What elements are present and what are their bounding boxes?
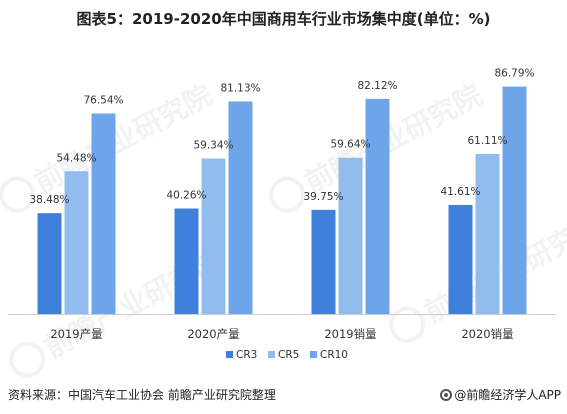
bar-cr10-1 xyxy=(91,113,116,314)
data-label-cr5-3: 59.64% xyxy=(330,139,370,151)
data-label-cr3-4: 41.61% xyxy=(440,186,480,198)
legend-swatch-cr10 xyxy=(310,351,317,358)
data-labels-layer: 38.48% 54.48% 76.54% 40.26% 59.34% 81.13% 39.7… xyxy=(29,68,534,207)
leaf-logo-icon xyxy=(0,176,36,213)
legend-swatch-cr3 xyxy=(226,351,233,358)
bars-layer xyxy=(37,86,527,314)
chart-title: 图表5：2019-2020年中国商用车行业市场集中度(单位：%) xyxy=(76,10,491,28)
brand-credit: @前瞻经济学人APP xyxy=(440,386,561,403)
leaf-logo-icon xyxy=(269,176,306,213)
data-label-cr10-1: 76.54% xyxy=(83,94,123,106)
data-label-cr5-1: 54.48% xyxy=(56,152,96,164)
leaf-logo-icon xyxy=(9,341,46,378)
bar-cr3-3 xyxy=(311,209,336,314)
chart-area: 前瞻产业研究院前瞻产业研究院前瞻产业研究院前瞻产业研究院 38.48%54.48… xyxy=(0,68,567,378)
bar-cr5-3 xyxy=(338,157,363,314)
source-note: 资料来源：中国汽车工业协会 前瞻产业研究院整理 xyxy=(8,388,276,402)
footer: 资料来源：中国汽车工业协会 前瞻产业研究院整理 @前瞻经济学人APP xyxy=(0,384,567,414)
brand-logo-icon xyxy=(440,388,453,401)
x-tick-label-1: 2019产量 xyxy=(50,327,102,341)
leaf-logo-icon xyxy=(389,306,426,343)
data-label-cr10-3: 82.12% xyxy=(357,80,397,92)
watermark-text: 前瞻产业研究院 xyxy=(299,78,488,199)
bar-cr5-4 xyxy=(475,153,500,314)
data-label-cr10-4: 86.79% xyxy=(494,68,534,80)
x-tick-label-4: 2020销量 xyxy=(461,327,513,341)
bar-cr5-1 xyxy=(64,171,89,314)
x-tick-label-2: 2020产量 xyxy=(187,327,239,341)
x-tick-label-3: 2019销量 xyxy=(324,327,376,341)
data-label-cr3-1: 38.48% xyxy=(29,194,69,206)
data-label-cr5-2: 59.34% xyxy=(193,140,233,152)
bar-cr3-1 xyxy=(37,213,62,314)
bar-cr10-4 xyxy=(502,86,527,314)
legend-label-cr5: CR5 xyxy=(278,349,299,361)
legend: CR3 CR5 CR10 xyxy=(226,349,348,361)
data-label-cr3-3: 39.75% xyxy=(303,191,343,203)
data-label-cr10-2: 81.13% xyxy=(220,82,260,94)
bar-cr5-2 xyxy=(201,158,226,314)
legend-swatch-cr5 xyxy=(268,351,275,358)
data-label-cr3-2: 40.26% xyxy=(166,190,206,202)
bar-cr3-4 xyxy=(448,204,473,314)
bar-cr10-2 xyxy=(228,101,253,314)
legend-label-cr3: CR3 xyxy=(236,349,257,361)
bar-cr10-3 xyxy=(365,98,390,314)
bar-cr3-2 xyxy=(174,208,199,314)
data-label-cr5-4: 61.11% xyxy=(467,135,507,147)
x-axis: 2019产量 2020产量 2019销量 2020销量 xyxy=(8,314,556,341)
legend-label-cr10: CR10 xyxy=(320,349,348,361)
brand-credit-text: @前瞻经济学人APP xyxy=(454,388,561,402)
